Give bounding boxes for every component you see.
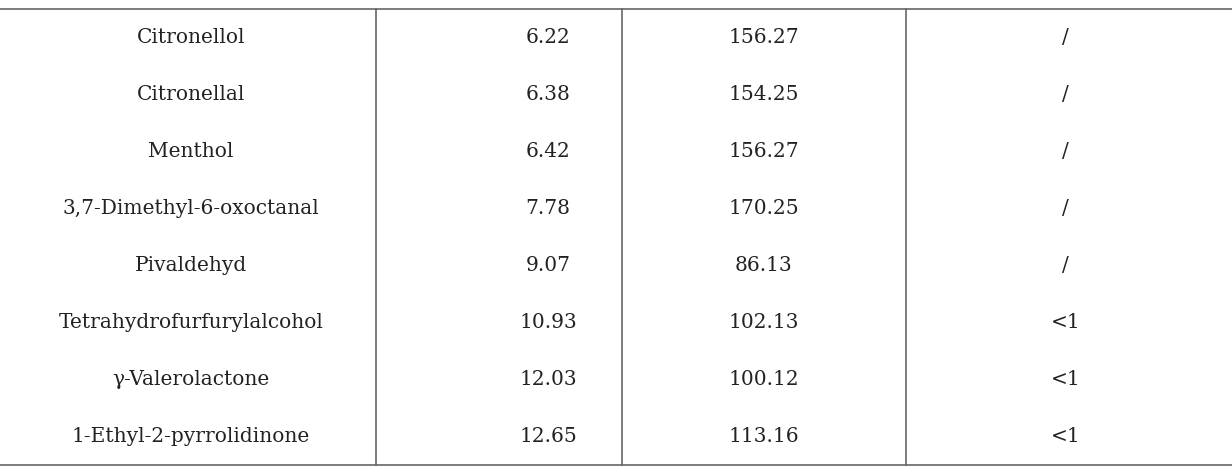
Text: 102.13: 102.13 [728, 313, 800, 332]
Text: 12.65: 12.65 [520, 428, 577, 447]
Text: 6.38: 6.38 [526, 85, 570, 104]
Text: 9.07: 9.07 [526, 256, 570, 275]
Text: 113.16: 113.16 [728, 428, 800, 447]
Text: 12.03: 12.03 [520, 370, 577, 389]
Text: /: / [1062, 256, 1069, 275]
Text: 10.93: 10.93 [520, 313, 577, 332]
Text: <1: <1 [1051, 313, 1080, 332]
Text: 156.27: 156.27 [728, 27, 800, 46]
Text: 156.27: 156.27 [728, 142, 800, 161]
Text: Pivaldehyd: Pivaldehyd [134, 256, 248, 275]
Text: 100.12: 100.12 [728, 370, 800, 389]
Text: /: / [1062, 85, 1069, 104]
Text: 6.22: 6.22 [526, 27, 570, 46]
Text: /: / [1062, 142, 1069, 161]
Text: 3,7-Dimethyl-6-oxoctanal: 3,7-Dimethyl-6-oxoctanal [63, 199, 319, 218]
Text: /: / [1062, 199, 1069, 218]
Text: Tetrahydrofurfurylalcohol: Tetrahydrofurfurylalcohol [59, 313, 323, 332]
Text: /: / [1062, 27, 1069, 46]
Text: <1: <1 [1051, 370, 1080, 389]
Text: 154.25: 154.25 [728, 85, 800, 104]
Text: 1-Ethyl-2-pyrrolidinone: 1-Ethyl-2-pyrrolidinone [71, 428, 310, 447]
Text: Citronellal: Citronellal [137, 85, 245, 104]
Text: Citronellol: Citronellol [137, 27, 245, 46]
Text: 86.13: 86.13 [736, 256, 792, 275]
Text: <1: <1 [1051, 428, 1080, 447]
Text: Menthol: Menthol [148, 142, 234, 161]
Text: 7.78: 7.78 [526, 199, 570, 218]
Text: 170.25: 170.25 [728, 199, 800, 218]
Text: 6.42: 6.42 [526, 142, 570, 161]
Text: γ-Valerolactone: γ-Valerolactone [112, 370, 270, 389]
